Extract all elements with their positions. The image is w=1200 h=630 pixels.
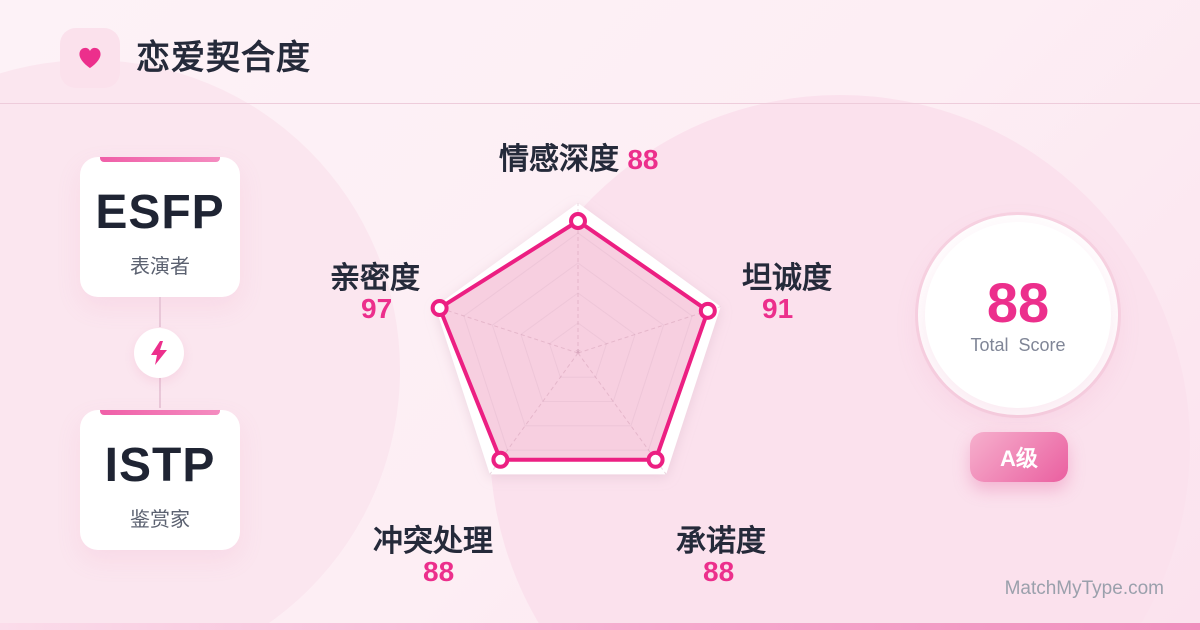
- svg-text:*: *: [575, 346, 580, 361]
